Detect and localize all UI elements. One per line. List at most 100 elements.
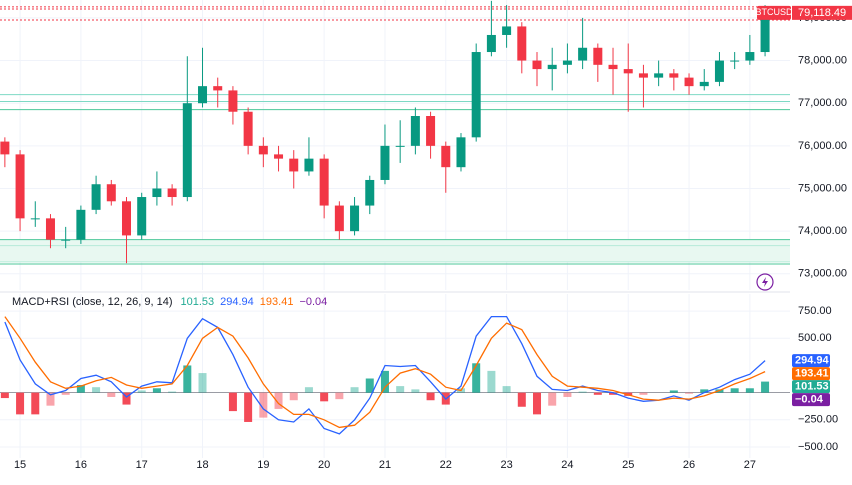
value-badge-label: 294.94 [795,354,830,366]
histogram-bar [609,392,618,395]
candle-body [395,145,405,147]
candle-body [684,77,694,87]
histogram-bar [365,378,374,393]
histogram-bar [137,390,146,393]
histogram-bar [730,388,739,393]
price-badge [792,5,852,20]
histogram-bar [259,392,268,418]
histogram-bar [244,392,253,422]
candle-body [319,158,329,206]
histogram-bar [107,392,116,397]
histogram-bar [472,363,481,393]
value-badge [792,354,830,368]
histogram-bar [274,392,283,409]
candle-body [517,26,527,61]
symbol-badge [757,5,791,20]
candle-body [699,81,709,87]
candle-body [15,154,25,219]
x-tick-label: 18 [196,459,208,471]
candle-body [228,90,238,112]
price-label: 79,118.49 [798,7,846,19]
histogram-bar [761,381,770,393]
indicator-value: 294.94 [220,296,254,308]
candle-body [760,12,770,53]
candle-body [243,111,253,146]
value-badge-label: −0.04 [795,393,824,405]
x-tick-label: 16 [75,459,87,471]
histogram-bar [578,391,587,393]
indicator-value: −0.04 [299,296,327,308]
candle-body [426,116,436,146]
x-tick-label: 25 [622,459,634,471]
x-tick-label: 17 [136,459,148,471]
x-tick-label: 23 [500,459,512,471]
candle-body [654,73,664,78]
histogram-bar [31,392,40,415]
candle-body [380,145,390,180]
candle-body [471,52,481,138]
y-tick-label: 750.00 [798,305,832,317]
candle-body [274,154,284,159]
histogram-bar [168,391,177,393]
histogram-bar [76,385,85,393]
candle-body [730,60,740,62]
candle-body [213,86,223,91]
candle-body [106,184,116,202]
histogram-bar [183,365,192,393]
histogram-bar [16,392,25,415]
histogram-bar [502,386,511,393]
histogram-bar [228,392,237,412]
candle-body [76,209,86,240]
x-tick-label: 24 [561,459,573,471]
candle-body [365,179,375,206]
candle-body [334,205,344,232]
candle-body [91,184,101,210]
indicator-value: 193.41 [260,296,294,308]
y-tick-label: 77,000.00 [798,97,847,109]
candle-body [638,73,648,78]
candle-body [61,239,71,241]
x-tick-label: 27 [744,459,756,471]
y-tick-label: 74,000.00 [798,225,847,237]
histogram-bar [289,392,298,401]
histogram-bar [320,392,329,402]
histogram-bar [487,370,496,393]
x-tick-label: 22 [440,459,452,471]
value-badge-label: 101.53 [795,380,829,392]
zone [0,239,790,262]
candle-body [0,141,10,155]
candle-body [289,158,299,172]
value-badge [792,393,830,407]
candle-body [182,103,192,198]
candle-body [714,60,724,82]
x-tick-label: 20 [318,459,330,471]
candle-body [532,60,542,70]
candle-body [137,197,147,236]
histogram-bar [61,392,70,395]
y-tick-label: 78,000.00 [798,54,847,66]
histogram-bar [745,388,754,393]
histogram-bar [92,387,101,393]
histogram-bar [396,386,405,393]
histogram-bar [350,387,359,393]
y-tick-label: −500.00 [798,441,838,453]
x-tick-label: 15 [14,459,26,471]
candle-body [121,201,131,236]
symbol-label: BTCUSD [755,7,793,17]
indicator-value: 101.53 [180,296,214,308]
candle-body [608,64,618,70]
y-tick-label: 76,000.00 [798,140,847,152]
candle-body [502,26,512,35]
value-badge [792,380,830,394]
macd-line [4,315,766,435]
candle-body [45,218,55,240]
histogram-bar [426,392,435,401]
candle-body [562,60,572,65]
candle-body [456,137,466,168]
histogram-bar [669,390,678,393]
candle-body [152,188,162,198]
alert-icon[interactable] [756,273,774,291]
candle-body [441,145,451,168]
histogram-bar [122,392,131,405]
